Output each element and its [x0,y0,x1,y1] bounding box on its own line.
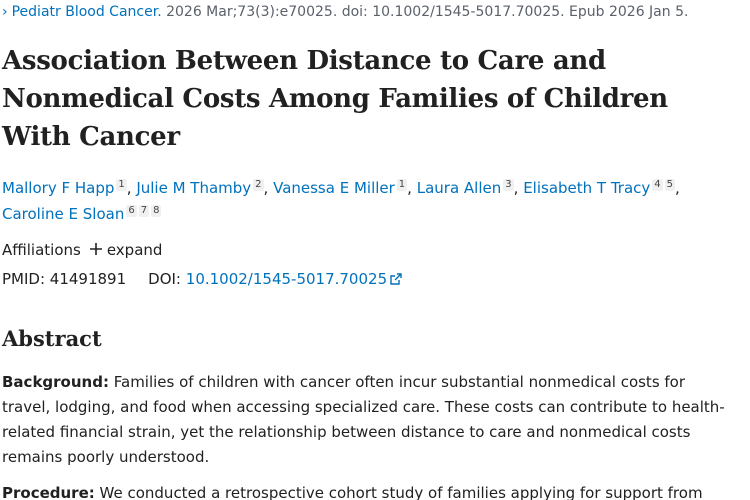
pmid-label: PMID: [2,270,46,288]
affiliation-number[interactable]: 7 [138,205,150,217]
citation-details: 2026 Mar;73(3):e70025. doi: 10.1002/1545… [166,4,689,20]
author: Mallory F Happ 1, [2,179,132,197]
abstract-body: Background: Families of children with ca… [2,370,732,500]
author-link[interactable]: Laura Allen [416,179,502,197]
doi-label: DOI: [148,270,181,288]
affiliation-number[interactable]: 1 [116,179,127,191]
separator: , [126,179,132,197]
external-link-icon [390,273,402,285]
abstract-section: Background: Families of children with ca… [2,370,732,470]
section-label: Procedure: [2,484,95,500]
author: Vanessa E Miller 1, [273,179,412,197]
author: Elisabeth T Tracy 4 5, [523,179,680,197]
author-link[interactable]: Caroline E Sloan [2,205,125,223]
section-label: Background: [2,373,109,391]
author: Julie M Thamby 2, [136,179,268,197]
author: Caroline E Sloan 6 7 8 [2,205,162,223]
affiliations-label: Affiliations [2,241,81,259]
separator: , [513,179,519,197]
pmid: 41491891 [49,270,127,288]
article-title: Association Between Distance to Care and… [2,46,668,152]
separator: , [263,179,269,197]
author-link[interactable]: Elisabeth T Tracy [523,179,651,197]
author: Laura Allen 3, [416,179,519,197]
expand-toggle[interactable]: expand [81,241,163,259]
affiliation-number[interactable]: 1 [396,179,408,191]
author-link[interactable]: Mallory F Happ [2,179,115,197]
separator: , [675,179,680,197]
author-list: Mallory F Happ 1, Julie M Thamby 2, Vaness… [2,175,732,227]
journal-link[interactable]: Pediatr Blood Cancer. [11,4,162,20]
identifiers: PMID: 41491891 DOI: 10.1002/1545-5017.700… [2,270,403,288]
separator: , [407,179,412,197]
author-link[interactable]: Julie M Thamby [136,179,252,197]
chevron[interactable]: › [2,4,8,20]
citation: › Pediatr Blood Cancer. 2026 Mar;73(3):e7… [2,4,688,20]
affiliations: Affiliations expand [2,241,162,259]
expand-label[interactable]: expand [106,241,163,259]
section-text: We conducted a retrospective cohort stud… [99,484,703,500]
section-text: Families of children with cancer often i… [2,373,725,466]
plus-icon [89,243,102,255]
author-link[interactable]: Vanessa E Miller [273,179,395,197]
affiliation-number[interactable]: 6 [126,205,137,217]
affiliation-number[interactable]: 5 [664,179,676,191]
abstract-heading: Abstract [2,326,102,351]
affiliation-number[interactable]: 8 [151,205,162,217]
affiliation-number[interactable]: 2 [253,179,264,191]
abstract-section: Procedure: We conducted a retrospective … [2,481,732,500]
affiliation-number[interactable]: 3 [503,179,514,191]
doi-link[interactable]: 10.1002/1545-5017.70025 [185,270,388,288]
affiliation-number[interactable]: 4 [652,179,663,191]
